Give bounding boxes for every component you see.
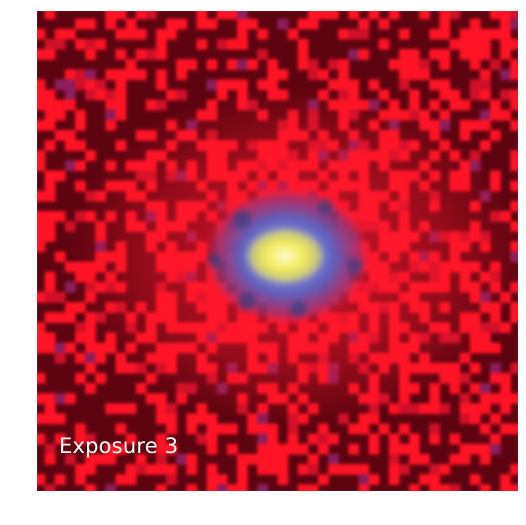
exposure-caption: Exposure 3: [59, 434, 179, 458]
speckle-field: [37, 11, 518, 491]
exposure-image: Exposure 3: [37, 11, 518, 491]
